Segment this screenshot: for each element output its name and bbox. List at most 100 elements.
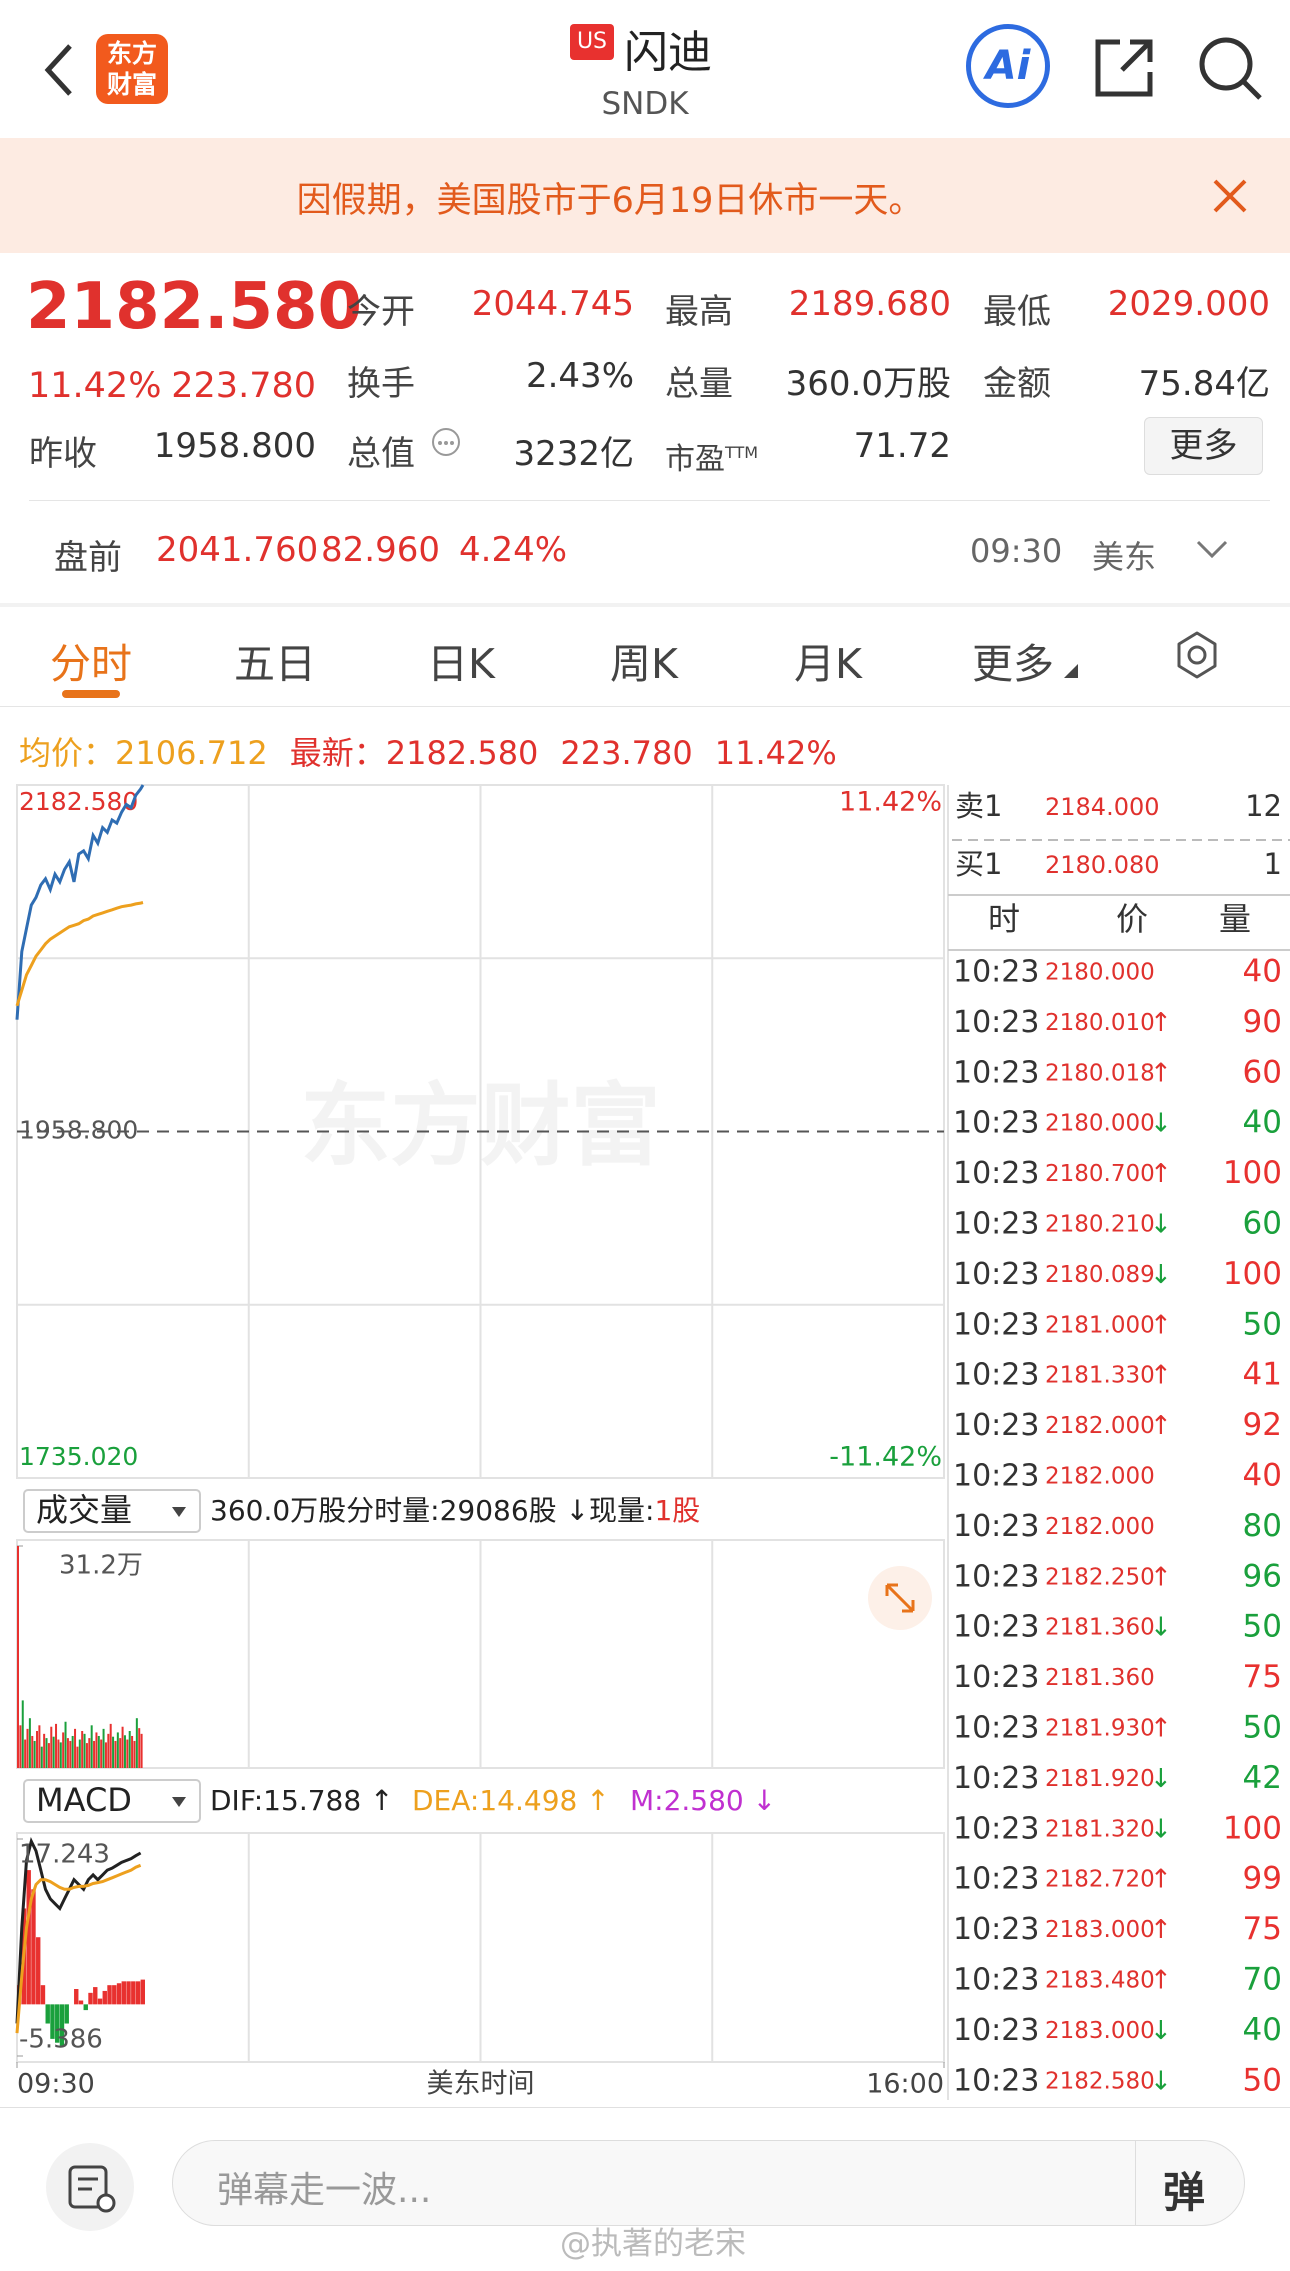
- volume-bar: [33, 1740, 36, 1768]
- trade-time: 10:23: [953, 1811, 1039, 1846]
- trade-price: 2183.480: [1045, 1968, 1155, 1994]
- trade-price: 2181.360: [1045, 1665, 1155, 1691]
- macd-bar: [64, 2004, 69, 2024]
- trade-price: 2183.000: [1045, 2018, 1155, 2044]
- back-button[interactable]: [40, 40, 76, 100]
- y2-tick-label: 11.42%: [839, 787, 942, 818]
- more-button[interactable]: 更多: [1144, 417, 1263, 475]
- ai-button[interactable]: Ai: [966, 24, 1050, 108]
- trade-volume: 100: [1223, 1155, 1282, 1191]
- charts: 东方财富1735.0201958.8002182.580-11.42%11.42…: [15, 784, 1290, 2100]
- send-button[interactable]: 弹: [1163, 2168, 1206, 2217]
- field-value: 71.72: [853, 426, 951, 466]
- trade-price: 2182.000: [1045, 1514, 1155, 1540]
- trade-price: 2180.010: [1045, 1010, 1155, 1036]
- dropdown-arrow: [172, 1797, 186, 1807]
- trade-time: 10:23: [953, 955, 1039, 990]
- bottom-bar: 弹幕走一波... 弹 @执著的老宋: [0, 2107, 1290, 2271]
- field-value: 1958.800: [153, 426, 316, 466]
- trade-time: 10:23: [953, 1408, 1039, 1443]
- trade-price: 2181.930: [1045, 1716, 1155, 1742]
- selector-box: [23, 1779, 201, 1823]
- tab[interactable]: 分时: [50, 640, 132, 688]
- trade-volume: 41: [1243, 1357, 1282, 1393]
- macd-bar: [83, 2004, 88, 2011]
- search-button[interactable]: [1196, 34, 1264, 102]
- latest-pct: 11.42%: [714, 734, 837, 772]
- tab[interactable]: 周K: [610, 640, 678, 688]
- trade-time: 10:23: [953, 1610, 1039, 1645]
- settings-button[interactable]: [1172, 630, 1222, 680]
- trade-price: 2180.089: [1045, 1262, 1155, 1288]
- trade-time: 10:23: [953, 1912, 1039, 1947]
- close-notice[interactable]: [1212, 178, 1248, 214]
- trade-volume: 60: [1243, 1054, 1282, 1090]
- buy-label: 买1: [955, 847, 1002, 881]
- trade-volume: 50: [1243, 2062, 1282, 2098]
- volume-bar: [85, 1743, 88, 1768]
- price-line: [15, 784, 145, 1020]
- macd-bar: [40, 1985, 46, 2005]
- last-price: 2182.580: [26, 270, 363, 344]
- tab[interactable]: 五日: [234, 640, 316, 688]
- volume-bar: [26, 1728, 29, 1768]
- tab[interactable]: 更多: [972, 640, 1054, 688]
- premarket-pct: 4.24%: [459, 530, 568, 570]
- trade-time: 10:23: [953, 1509, 1039, 1544]
- volume-info: 1股: [654, 1494, 700, 1527]
- info-icon[interactable]: [430, 426, 462, 458]
- y-tick-label: 17.243: [19, 1840, 110, 1870]
- trade-time: 10:23: [953, 1106, 1039, 1141]
- volume-bar: [55, 1723, 58, 1768]
- share-button[interactable]: [1092, 36, 1156, 100]
- input-placeholder: 弹幕走一波...: [217, 2170, 432, 2211]
- expand-chevron[interactable]: [1194, 538, 1230, 562]
- trade-time: 10:23: [953, 1055, 1039, 1090]
- volume-bar: [38, 1725, 41, 1768]
- field-value: 2189.680: [788, 284, 951, 324]
- trade-time: 10:23: [953, 1559, 1039, 1594]
- trade-price: 2181.320: [1045, 1816, 1155, 1842]
- volume-bar: [100, 1739, 103, 1768]
- volume-bar: [50, 1726, 53, 1768]
- macd-bar: [121, 1981, 126, 2005]
- trade-volume: 42: [1243, 1760, 1282, 1796]
- volume-bar: [66, 1738, 69, 1768]
- volume-bar: [107, 1733, 110, 1768]
- trade-price: 2182.000: [1045, 1464, 1155, 1490]
- trade-volume: 50: [1243, 1710, 1282, 1746]
- danmaku-settings[interactable]: [46, 2143, 134, 2231]
- trade-volume: 40: [1243, 2012, 1282, 2048]
- dropdown-arrow: [1064, 664, 1078, 678]
- volume-bar: [95, 1732, 98, 1768]
- trade-price: 2180.018: [1045, 1060, 1155, 1086]
- col-header: 量: [1219, 900, 1251, 938]
- macd-bar: [93, 1987, 98, 2005]
- field-label: 金额: [983, 364, 1051, 404]
- macd-bar: [88, 1992, 93, 2005]
- app-logo[interactable]: 东方 财富: [96, 34, 168, 104]
- ticker: SNDK: [601, 86, 689, 122]
- tab[interactable]: 日K: [427, 640, 495, 688]
- tab[interactable]: 月K: [794, 640, 862, 688]
- trade-volume: 40: [1243, 954, 1282, 990]
- trade-price: 2181.920: [1045, 1766, 1155, 1792]
- trade-time: 10:23: [953, 1156, 1039, 1191]
- change: 223.780: [171, 366, 316, 406]
- trade-volume: 40: [1243, 1458, 1282, 1494]
- macd-m: M:2.580 ↓: [630, 1784, 776, 1817]
- volume-bar: [126, 1739, 129, 1768]
- macd-bar: [126, 1981, 131, 2005]
- field-label: 总量: [665, 364, 733, 404]
- volume-bar: [21, 1700, 24, 1768]
- volume-bar: [36, 1731, 39, 1768]
- trade-volume: 70: [1243, 1962, 1282, 1998]
- stock-name: 闪迪: [624, 27, 712, 78]
- volume-bar: [17, 1546, 19, 1768]
- col-header: 价: [1116, 900, 1148, 938]
- volume-bar: [88, 1738, 91, 1768]
- field-value: 2029.000: [1107, 284, 1270, 324]
- trade-direction: ↑: [1150, 1361, 1172, 1391]
- danmaku-input[interactable]: 弹幕走一波... 弹: [172, 2140, 1245, 2226]
